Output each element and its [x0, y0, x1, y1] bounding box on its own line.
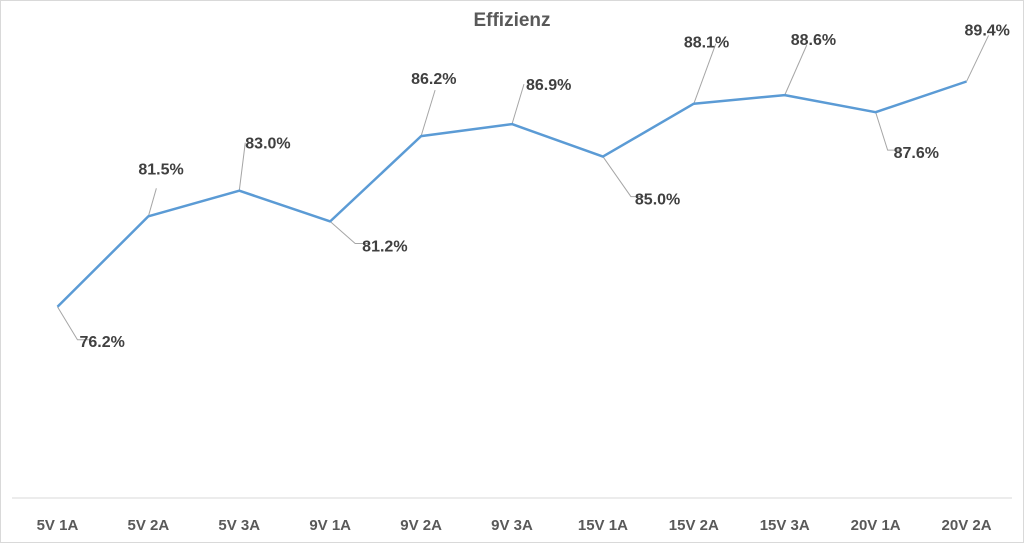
leader-line	[511, 83, 525, 125]
leader-line	[329, 221, 370, 244]
x-tick-label: 5V 1A	[37, 517, 79, 534]
leader-line	[693, 43, 717, 104]
data-label: 76.2%	[79, 334, 124, 351]
data-label: 86.2%	[411, 71, 456, 88]
data-label: 85.0%	[635, 192, 680, 209]
x-tick-label: 20V 2A	[942, 517, 992, 534]
x-tick-label: 20V 1A	[851, 517, 901, 534]
x-tick-label: 15V 2A	[669, 517, 719, 534]
data-label: 88.1%	[684, 35, 729, 52]
leader-line	[238, 142, 246, 191]
leader-line	[420, 89, 436, 137]
x-tick-label: 15V 1A	[578, 517, 628, 534]
leader-line	[784, 44, 808, 96]
leader-line	[602, 156, 645, 198]
data-label: 89.4%	[965, 22, 1010, 39]
data-label: 87.6%	[894, 145, 939, 162]
data-label: 88.6%	[791, 32, 836, 49]
data-label: 86.9%	[526, 77, 571, 94]
chart-title: Effizienz	[473, 10, 551, 31]
leader-line	[875, 112, 902, 151]
x-tick-label: 15V 3A	[760, 517, 810, 534]
x-tick-label: 5V 2A	[128, 517, 170, 534]
series-line	[56, 80, 967, 308]
leader-line	[57, 306, 92, 341]
x-tick-label: 9V 2A	[400, 517, 442, 534]
x-tick-label: 9V 3A	[491, 517, 533, 534]
data-label: 81.5%	[138, 161, 183, 178]
data-label: 83.0%	[245, 136, 290, 153]
leader-line	[966, 35, 989, 82]
x-tick-label: 9V 1A	[309, 517, 351, 534]
data-label: 81.2%	[362, 238, 407, 255]
leader-line	[147, 188, 157, 217]
x-tick-label: 5V 3A	[218, 517, 260, 534]
